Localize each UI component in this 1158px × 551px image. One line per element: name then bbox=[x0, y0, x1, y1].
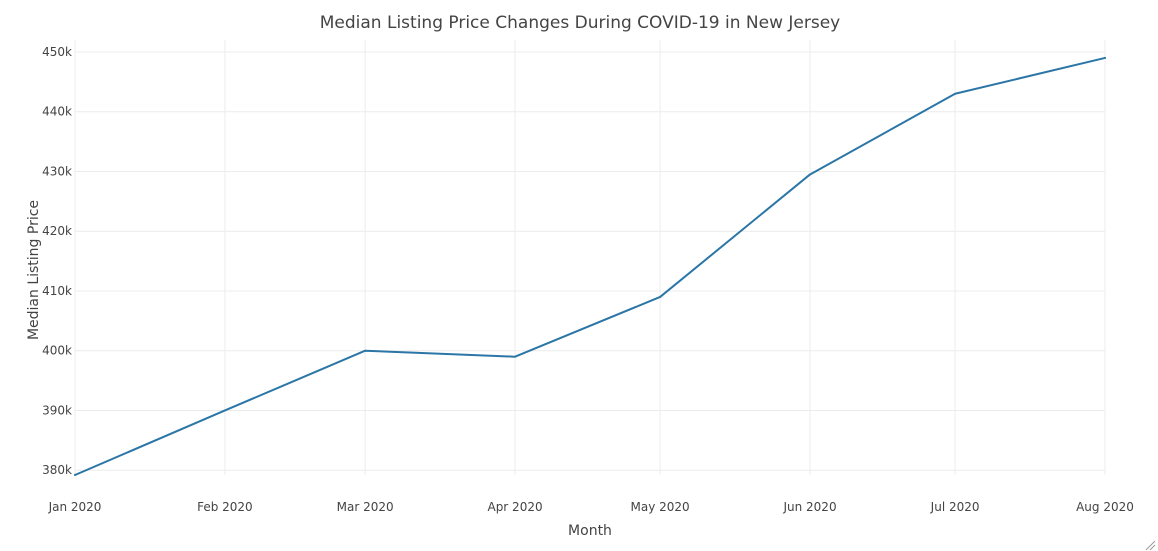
grid-layer bbox=[74, 40, 1106, 475]
y-tick-label: 400k bbox=[42, 344, 72, 358]
y-axis-title: Median Listing Price bbox=[26, 200, 42, 340]
resize-grip-icon[interactable] bbox=[1145, 540, 1156, 551]
x-tick-label: Jun 2020 bbox=[782, 500, 836, 514]
x-tick-label: Apr 2020 bbox=[487, 500, 542, 514]
series-layer bbox=[74, 56, 1106, 476]
x-tick-label: Mar 2020 bbox=[337, 500, 394, 514]
data-point bbox=[74, 474, 76, 476]
data-point bbox=[659, 295, 662, 298]
data-point bbox=[223, 409, 226, 412]
y-tick-label: 380k bbox=[42, 463, 72, 477]
x-tick-label: Jul 2020 bbox=[930, 500, 980, 514]
y-tick-label: 430k bbox=[42, 164, 72, 178]
x-tick-label: Aug 2020 bbox=[1076, 500, 1134, 514]
data-point bbox=[1104, 56, 1106, 59]
tick-layer: Jan 2020 Feb 2020 Mar 2020 Apr 2020 May 2020… bbox=[42, 45, 1134, 514]
x-axis-title: Month bbox=[568, 523, 612, 539]
data-point bbox=[514, 355, 517, 358]
data-point bbox=[809, 173, 812, 176]
chart-title: Median Listing Price Changes During COVI… bbox=[320, 13, 841, 33]
x-tick-label: Jan 2020 bbox=[48, 500, 102, 514]
y-tick-label: 440k bbox=[42, 105, 72, 119]
x-tick-label: May 2020 bbox=[631, 500, 690, 514]
y-tick-label: 390k bbox=[42, 403, 72, 417]
data-point bbox=[364, 349, 367, 352]
data-point bbox=[954, 92, 957, 95]
y-tick-label: 420k bbox=[42, 224, 72, 238]
series-line bbox=[74, 56, 1106, 476]
x-tick-label: Feb 2020 bbox=[197, 500, 253, 514]
y-tick-label: 450k bbox=[42, 45, 72, 59]
y-tick-label: 410k bbox=[42, 284, 72, 298]
